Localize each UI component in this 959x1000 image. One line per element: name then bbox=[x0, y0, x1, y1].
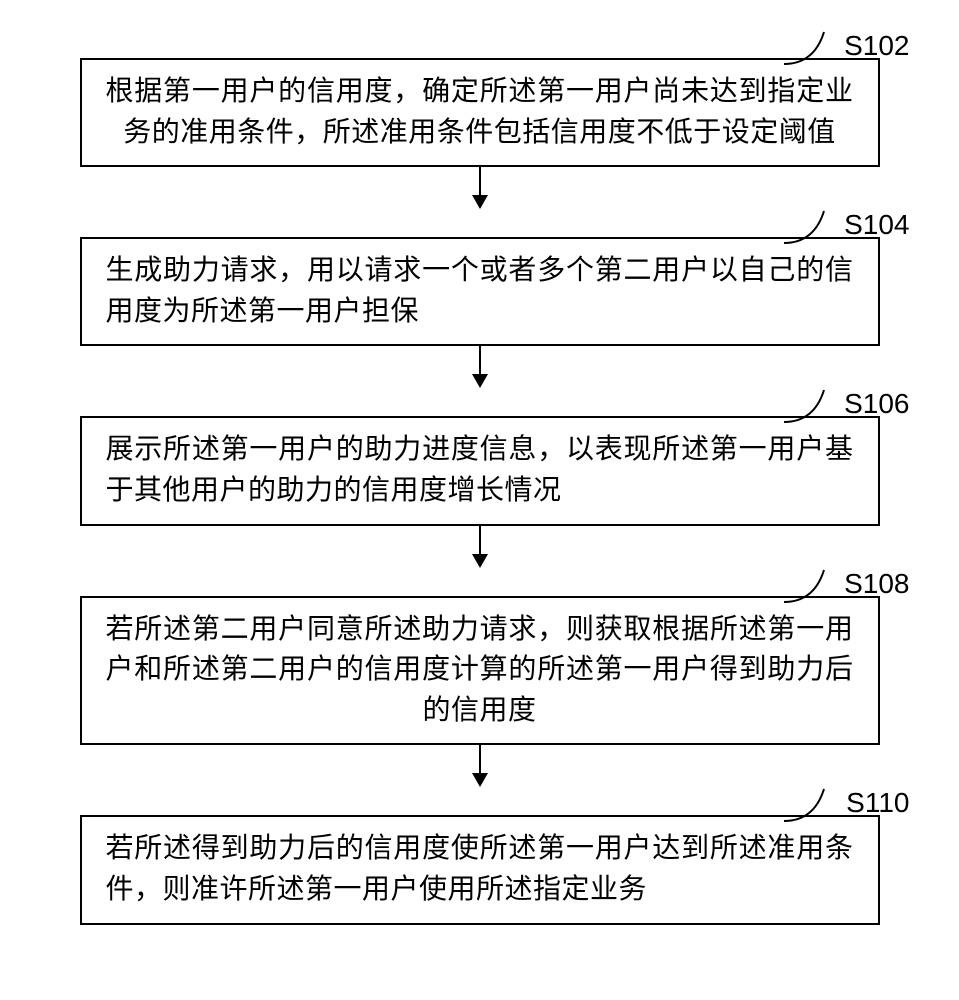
step-label-s106: S106 bbox=[844, 388, 909, 420]
label-container-s104: S104 bbox=[40, 209, 920, 237]
arrow-down-icon bbox=[460, 346, 500, 388]
step-label-s104: S104 bbox=[844, 209, 909, 241]
arrow-container bbox=[40, 167, 920, 209]
step-wrapper-s102: S102 根据第一用户的信用度，确定所述第一用户尚未达到指定业务的准用条件，所述… bbox=[40, 30, 920, 167]
step-text-s108: 若所述第二用户同意所述助力请求，则获取根据所述第一用户和所述第二用户的信用度计算… bbox=[106, 610, 854, 732]
arrow-down-icon bbox=[460, 167, 500, 209]
step-box-s102: 根据第一用户的信用度，确定所述第一用户尚未达到指定业务的准用条件，所述准用条件包… bbox=[80, 58, 880, 167]
arrow-container bbox=[40, 745, 920, 787]
connector-icon bbox=[784, 390, 844, 422]
arrow-down-icon bbox=[460, 745, 500, 787]
step-box-s108: 若所述第二用户同意所述助力请求，则获取根据所述第一用户和所述第二用户的信用度计算… bbox=[80, 596, 880, 746]
label-container-s106: S106 bbox=[40, 388, 920, 416]
step-wrapper-s106: S106 展示所述第一用户的助力进度信息，以表现所述第一用户基于其他用户的助力的… bbox=[40, 388, 920, 525]
step-box-s110: 若所述得到助力后的信用度使所述第一用户达到所述准用条件，则准许所述第一用户使用所… bbox=[80, 815, 880, 924]
flowchart-container: S102 根据第一用户的信用度，确定所述第一用户尚未达到指定业务的准用条件，所述… bbox=[40, 30, 920, 925]
connector-icon bbox=[784, 570, 844, 602]
label-container-s110: S110 bbox=[40, 787, 920, 815]
step-label-s110: S110 bbox=[846, 787, 909, 819]
step-box-s104: 生成助力请求，用以请求一个或者多个第二用户以自己的信用度为所述第一用户担保 bbox=[80, 237, 880, 346]
step-box-s106: 展示所述第一用户的助力进度信息，以表现所述第一用户基于其他用户的助力的信用度增长… bbox=[80, 416, 880, 525]
connector-icon bbox=[784, 32, 844, 64]
arrow-container bbox=[40, 526, 920, 568]
arrow-down-icon bbox=[460, 526, 500, 568]
step-text-s110: 若所述得到助力后的信用度使所述第一用户达到所述准用条件，则准许所述第一用户使用所… bbox=[106, 829, 854, 910]
step-text-s104: 生成助力请求，用以请求一个或者多个第二用户以自己的信用度为所述第一用户担保 bbox=[106, 251, 854, 332]
arrow-container bbox=[40, 346, 920, 388]
label-container-s108: S108 bbox=[40, 568, 920, 596]
step-label-s108: S108 bbox=[844, 568, 909, 600]
label-container-s102: S102 bbox=[40, 30, 920, 58]
step-wrapper-s104: S104 生成助力请求，用以请求一个或者多个第二用户以自己的信用度为所述第一用户… bbox=[40, 209, 920, 346]
step-wrapper-s110: S110 若所述得到助力后的信用度使所述第一用户达到所述准用条件，则准许所述第一… bbox=[40, 787, 920, 924]
connector-icon bbox=[784, 789, 844, 821]
connector-icon bbox=[784, 211, 844, 243]
step-text-s106: 展示所述第一用户的助力进度信息，以表现所述第一用户基于其他用户的助力的信用度增长… bbox=[106, 430, 854, 511]
step-wrapper-s108: S108 若所述第二用户同意所述助力请求，则获取根据所述第一用户和所述第二用户的… bbox=[40, 568, 920, 746]
step-text-s102: 根据第一用户的信用度，确定所述第一用户尚未达到指定业务的准用条件，所述准用条件包… bbox=[106, 72, 854, 153]
step-label-s102: S102 bbox=[844, 30, 909, 62]
